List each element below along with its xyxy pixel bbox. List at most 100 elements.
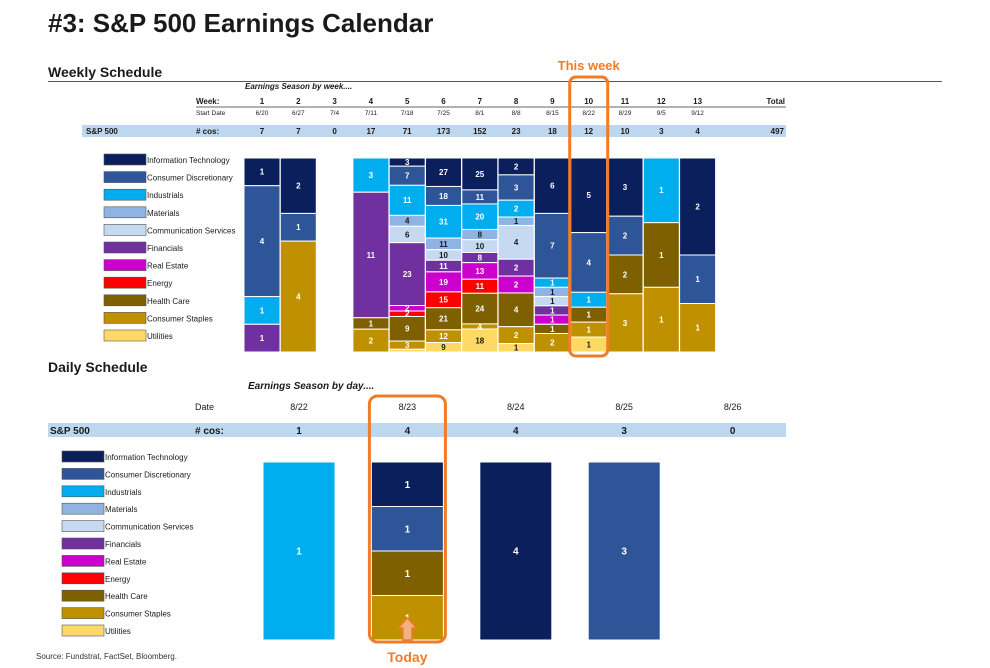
legend-label: Consumer Staples: [147, 314, 213, 323]
week-start-date: 7/25: [437, 110, 450, 117]
legend-label: Materials: [147, 209, 179, 218]
weekly-segment-label: 5: [586, 191, 591, 200]
week-number: 12: [657, 97, 666, 106]
legend-swatch: [61, 537, 105, 550]
weekly-bar-segment: [352, 157, 390, 193]
weekly-segment-label: 12: [439, 332, 448, 341]
weekly-bar-segment: [279, 240, 317, 353]
legend-label: Information Technology: [105, 453, 188, 462]
weekly-segment-label: 2: [695, 202, 700, 211]
daily-bar-segment: [370, 461, 444, 507]
daily-cos-label: # cos:: [195, 426, 224, 437]
weekly-count: 0: [332, 127, 337, 136]
daily-segment-label: 4: [513, 547, 519, 558]
weekly-segment-label: 4: [405, 217, 410, 226]
weekly-segment-label: 24: [475, 304, 484, 313]
week-start-date: 7/11: [365, 110, 378, 117]
week-start-date: 8/29: [619, 110, 632, 117]
weekly-segment-label: 1: [659, 316, 664, 325]
weekly-segment-label: 8: [478, 253, 483, 262]
weekly-segment-label: 7: [550, 242, 555, 251]
legend-swatch: [103, 294, 147, 307]
weekly-segment-label: 3: [405, 158, 410, 167]
weekly-segment-label: 2: [369, 336, 374, 345]
legend-swatch: [61, 485, 105, 498]
legend-label: Communication Services: [147, 226, 235, 235]
today-highlight: [367, 394, 447, 644]
week-start-date: 6/20: [256, 110, 269, 117]
legend-label: Information Technology: [147, 156, 230, 165]
weekly-segment-label: 2: [623, 231, 628, 240]
weekly-segment-label: 19: [439, 278, 448, 287]
weekly-bar-segment: [388, 184, 426, 216]
weekly-segment-label: 1: [550, 288, 555, 297]
weekly-segment-label: 1: [659, 186, 664, 195]
daily-bar-segment: [262, 461, 336, 641]
weekly-segment-label: 2: [623, 270, 628, 279]
weekly-segment-label: 2: [296, 182, 301, 191]
legend-swatch: [61, 450, 105, 463]
weekly-segment-label: 23: [403, 270, 412, 279]
day-date: 8/26: [724, 402, 742, 412]
legend-swatch: [103, 259, 147, 271]
weekly-segment-label: 6: [405, 230, 410, 239]
daily-segment-label: 1: [405, 480, 411, 491]
weekly-count: 4: [695, 127, 700, 136]
weekly-segment-label: 3: [623, 183, 628, 192]
source-note: Source: Fundstrat, FactSet, Bloomberg.: [36, 652, 177, 661]
weekly-segment-label: 11: [476, 193, 485, 202]
this-week-label: This week: [558, 58, 621, 73]
weekly-count: 173: [437, 127, 451, 136]
weekly-bar-segment: [679, 303, 717, 353]
weekly-bar-segment: [279, 157, 317, 214]
week-start-date: 9/5: [657, 110, 666, 117]
weekly-segment-label: 10: [439, 251, 448, 260]
weekly-segment-label: 1: [550, 306, 555, 315]
weekly-count: 17: [366, 127, 375, 136]
legend-swatch: [103, 329, 147, 342]
legend-label: Real Estate: [147, 262, 189, 271]
legend-label: Industrials: [105, 488, 141, 497]
weekly-bar-segment: [642, 157, 680, 224]
weekly-segment-label: 25: [475, 170, 484, 179]
week-number: 2: [296, 97, 301, 106]
weekly-segment-label: 2: [514, 162, 519, 171]
week-number: 3: [332, 97, 337, 106]
daily-bar-segment: [370, 506, 444, 552]
weekly-count: 23: [512, 127, 521, 136]
weekly-segment-label: 1: [260, 334, 265, 343]
weekly-segment-label: 1: [550, 325, 555, 334]
weekly-segment-label: 4: [514, 238, 519, 247]
weekly-segment-label: 1: [586, 311, 591, 320]
weekly-segment-label: 3: [405, 341, 410, 350]
week-start-date: 8/8: [512, 110, 521, 117]
week-number: 9: [550, 97, 555, 106]
weekly-bar-segment: [533, 157, 571, 214]
week-start-date: 8/15: [546, 110, 559, 117]
weekly-bar-segment: [425, 157, 462, 187]
weekly-segment-label: 2: [514, 331, 519, 340]
weekly-segment-label: 4: [296, 292, 301, 301]
day-date: 8/23: [399, 402, 417, 412]
weekly-count: 71: [403, 127, 412, 136]
weekly-bar-segment: [243, 157, 281, 187]
week-start-date: 9/12: [691, 110, 704, 117]
weekly-segment-label: 1: [296, 223, 301, 232]
page-title: #3: S&P 500 Earnings Calendar: [48, 8, 434, 38]
weekly-segment-label: 9: [405, 325, 410, 334]
weekly-bar-segment: [497, 174, 535, 201]
legend-swatch: [61, 572, 105, 585]
weekly-segment-label: 1: [514, 217, 519, 226]
legend-label: Utilities: [147, 332, 173, 341]
weekly-segment-label: 2: [514, 280, 519, 289]
weekly-rule: [48, 81, 942, 82]
day-date: 8/24: [507, 402, 525, 412]
weekly-count: 3: [659, 127, 664, 136]
weekly-segment-label: 2: [514, 204, 519, 213]
week-number: 5: [405, 97, 410, 106]
day-date: 8/25: [615, 402, 633, 412]
weekly-segment-label: 1: [586, 340, 591, 349]
week-number: 7: [478, 97, 483, 106]
legend-label: Communication Services: [105, 523, 193, 532]
